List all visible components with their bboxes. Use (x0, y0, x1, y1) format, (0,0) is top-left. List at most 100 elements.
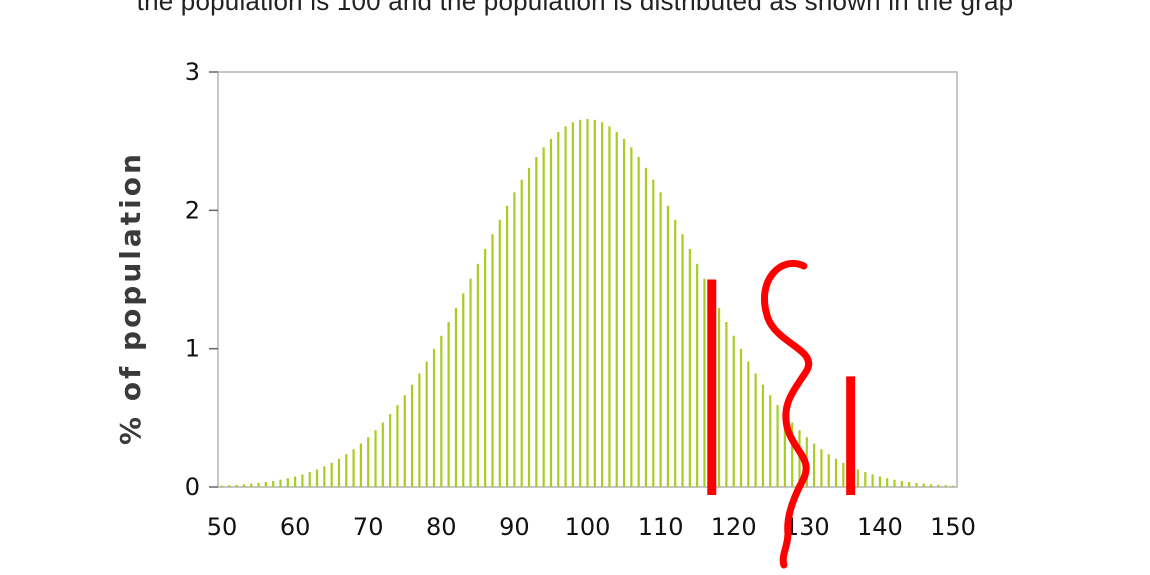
chart-bar (315, 469, 319, 487)
chart-bar (754, 373, 757, 487)
chart-bar (827, 454, 830, 487)
question-text: the population is 100 and the population… (136, 0, 1014, 16)
chart-bar (308, 472, 311, 487)
chart-bar (834, 458, 838, 487)
y-axis-ticks: 0 1 2 3 (185, 58, 218, 501)
chart-bar (469, 278, 472, 487)
chart-bar (549, 138, 553, 488)
chart-bar (674, 219, 677, 488)
x-tick-label: 140 (857, 513, 903, 541)
x-axis-ticks: 50 60 70 80 90 100 110 120 130 140 150 (207, 513, 976, 541)
chart-bar (564, 126, 567, 487)
chart-bar (323, 466, 326, 487)
y-tick-label: 0 (185, 473, 200, 501)
chart-bar (359, 443, 362, 487)
chart-bar (929, 484, 933, 487)
chart-bar (696, 263, 699, 487)
chart-bar (286, 478, 289, 487)
chart-bar (403, 395, 406, 487)
chart-bar (250, 483, 253, 487)
y-axis-label: % of population (114, 151, 147, 445)
chart-bar (601, 122, 604, 487)
chart-bar (593, 119, 596, 487)
chart-bar (440, 335, 443, 487)
chart-bar (842, 462, 845, 487)
chart-bar (922, 483, 925, 487)
chart-bar (615, 131, 618, 487)
chart-bar (798, 430, 801, 487)
chart-bar (381, 422, 384, 487)
chart-bar (717, 307, 721, 487)
chart-bar (535, 157, 538, 487)
red-annotations (707, 259, 856, 569)
chart-bar (294, 476, 297, 487)
chart-bar (747, 361, 750, 487)
chart-bar (739, 348, 743, 487)
chart-bar (425, 361, 428, 487)
chart-bar (725, 322, 728, 487)
chart-bar (637, 157, 640, 487)
chart-bar (389, 414, 392, 487)
chart-bar (352, 449, 355, 487)
chart-bar (871, 474, 874, 487)
chart-bar (264, 482, 267, 487)
chart-bar (272, 480, 275, 487)
chart-bar (732, 335, 735, 487)
chart-bar (878, 476, 881, 487)
chart-bar (586, 119, 589, 487)
chart-bar (279, 479, 282, 487)
chart-bar (856, 469, 860, 487)
chart-bar (542, 147, 545, 487)
x-tick-label: 110 (638, 513, 684, 541)
chart-bar (505, 205, 509, 488)
chart-bar (484, 248, 487, 487)
chart-bar (761, 384, 765, 487)
chart-bar (410, 384, 414, 487)
chart-bar (783, 414, 786, 487)
chart-bar (513, 192, 516, 488)
chart-bar (242, 484, 246, 487)
x-tick-label: 150 (930, 513, 976, 541)
chart-bar (476, 263, 479, 487)
chart-bar (396, 405, 399, 487)
chart-bar (571, 122, 574, 487)
annotation-wavy-line (760, 259, 812, 569)
chart-bar (886, 478, 889, 487)
y-tick-label: 3 (185, 58, 200, 86)
x-tick-label: 90 (499, 513, 530, 541)
chart-bar (454, 307, 458, 487)
chart-bar (220, 485, 224, 487)
chart-bar (462, 293, 465, 487)
y-tick-label: 1 (185, 335, 200, 363)
chart-bar (769, 395, 772, 487)
chart-bar (330, 462, 333, 487)
chart-bar (374, 430, 377, 487)
x-tick-label: 60 (280, 513, 311, 541)
x-tick-label: 70 (353, 513, 384, 541)
chart-bar (418, 373, 421, 487)
chart-bar (900, 480, 903, 487)
chart-bar (498, 219, 501, 488)
chart-bar (820, 449, 823, 487)
chart-bar (813, 443, 816, 487)
chart-bar (367, 437, 370, 487)
chart-bar (944, 485, 947, 487)
chart-bar (527, 167, 531, 487)
chart-bar (915, 482, 918, 487)
chart-bar (257, 482, 260, 487)
chart-bar (622, 138, 626, 488)
chart-bar (579, 119, 582, 487)
x-tick-label: 80 (426, 513, 457, 541)
chart-bar (703, 278, 706, 487)
chart-bar (937, 484, 940, 487)
chart-bar (681, 234, 684, 487)
chart-bar (447, 322, 450, 487)
chart-bar (520, 179, 523, 487)
chart-bar (345, 454, 348, 487)
chart-bar (235, 484, 238, 487)
chart-bar (337, 458, 341, 487)
chart-bar (688, 248, 691, 487)
chart-bar (893, 479, 896, 487)
